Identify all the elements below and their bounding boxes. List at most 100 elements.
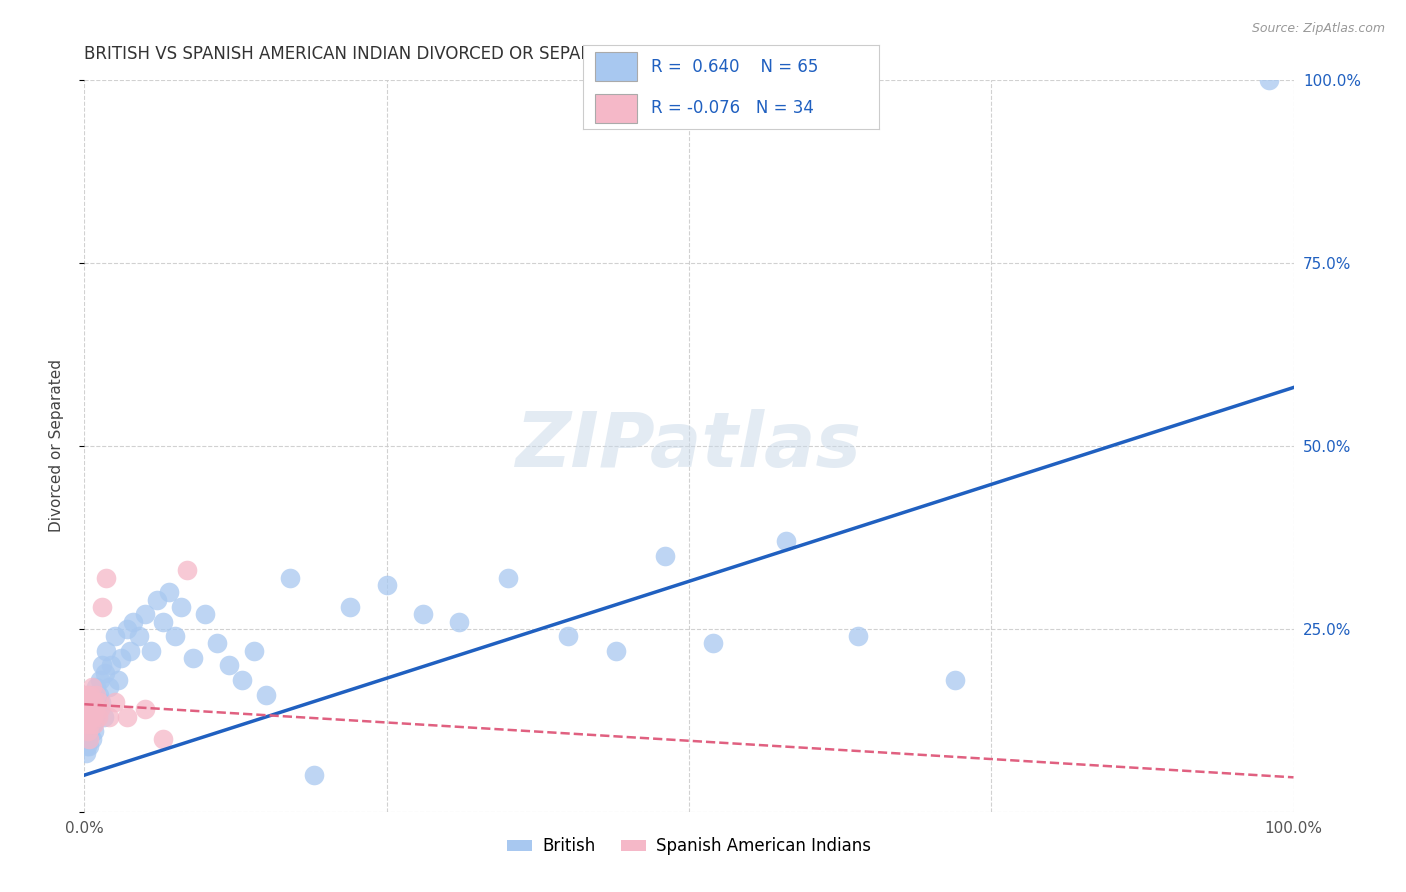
Point <box>139 644 162 658</box>
Point <box>846 629 869 643</box>
Point <box>82 688 104 702</box>
Point <box>110 651 132 665</box>
Point <box>75 724 97 739</box>
Point <box>91 658 114 673</box>
Point <box>605 644 627 658</box>
Point <box>1258 73 1281 87</box>
Point <box>86 702 108 716</box>
Point <box>75 717 97 731</box>
Point <box>76 688 98 702</box>
Point <box>77 695 100 709</box>
FancyBboxPatch shape <box>595 53 637 81</box>
Point <box>165 629 187 643</box>
Point <box>77 702 100 716</box>
Point <box>218 658 240 673</box>
Point <box>254 688 277 702</box>
Point <box>82 702 104 716</box>
FancyBboxPatch shape <box>595 94 637 122</box>
Point <box>115 622 138 636</box>
Point <box>100 658 122 673</box>
Point <box>89 702 111 716</box>
Point <box>76 717 98 731</box>
Point <box>86 681 108 695</box>
Point <box>76 709 98 723</box>
Point <box>83 702 105 716</box>
Point <box>91 599 114 614</box>
Point <box>128 629 150 643</box>
Point <box>702 636 724 650</box>
Text: R = -0.076   N = 34: R = -0.076 N = 34 <box>651 99 814 117</box>
Point <box>79 724 101 739</box>
Point <box>104 629 127 643</box>
Point <box>79 695 101 709</box>
Point <box>77 724 100 739</box>
Point <box>93 709 115 723</box>
Point <box>77 731 100 746</box>
Text: ZIPatlas: ZIPatlas <box>516 409 862 483</box>
Point <box>152 615 174 629</box>
Point <box>94 571 117 585</box>
Point <box>557 629 579 643</box>
Point <box>104 695 127 709</box>
Point <box>242 644 264 658</box>
Point <box>134 607 156 622</box>
Point <box>79 688 101 702</box>
Point <box>77 702 100 716</box>
Point <box>302 768 325 782</box>
Point <box>89 673 111 687</box>
Point <box>339 599 361 614</box>
Point <box>79 702 101 716</box>
Point <box>181 651 204 665</box>
Point <box>84 709 107 723</box>
Point <box>152 731 174 746</box>
Point <box>121 615 143 629</box>
Point <box>80 709 103 723</box>
Point <box>77 731 100 746</box>
Point <box>76 739 98 753</box>
Point <box>82 709 104 723</box>
Point <box>107 673 129 687</box>
Point <box>82 717 104 731</box>
Point <box>75 688 97 702</box>
Point <box>83 717 105 731</box>
Point <box>87 688 110 702</box>
Point <box>157 585 180 599</box>
Y-axis label: Divorced or Separated: Divorced or Separated <box>49 359 63 533</box>
Point <box>412 607 434 622</box>
Point <box>231 673 253 687</box>
Text: Source: ZipAtlas.com: Source: ZipAtlas.com <box>1251 22 1385 36</box>
Point <box>943 673 966 687</box>
Point <box>75 709 97 723</box>
Text: R =  0.640    N = 65: R = 0.640 N = 65 <box>651 58 818 76</box>
Point <box>654 549 676 563</box>
Point <box>97 709 120 723</box>
Point <box>87 695 110 709</box>
Point <box>90 695 112 709</box>
Point <box>84 702 107 716</box>
Point <box>77 695 100 709</box>
Point <box>75 695 97 709</box>
Point <box>207 636 229 650</box>
Point <box>775 534 797 549</box>
Point <box>80 681 103 695</box>
Point <box>86 709 108 723</box>
Legend: British, Spanish American Indians: British, Spanish American Indians <box>501 830 877 862</box>
Point <box>176 563 198 577</box>
Point <box>94 665 117 680</box>
Point <box>278 571 301 585</box>
Point <box>134 702 156 716</box>
Point <box>496 571 519 585</box>
Point <box>120 644 142 658</box>
Point <box>449 615 471 629</box>
Point <box>170 599 193 614</box>
Point <box>79 717 101 731</box>
Point <box>76 702 98 716</box>
Point <box>75 746 97 760</box>
Point <box>80 709 103 723</box>
Point <box>375 578 398 592</box>
Point <box>83 724 105 739</box>
Point <box>146 592 169 607</box>
Point <box>77 709 100 723</box>
Text: BRITISH VS SPANISH AMERICAN INDIAN DIVORCED OR SEPARATED CORRELATION CHART: BRITISH VS SPANISH AMERICAN INDIAN DIVOR… <box>84 45 820 63</box>
Point <box>77 739 100 753</box>
